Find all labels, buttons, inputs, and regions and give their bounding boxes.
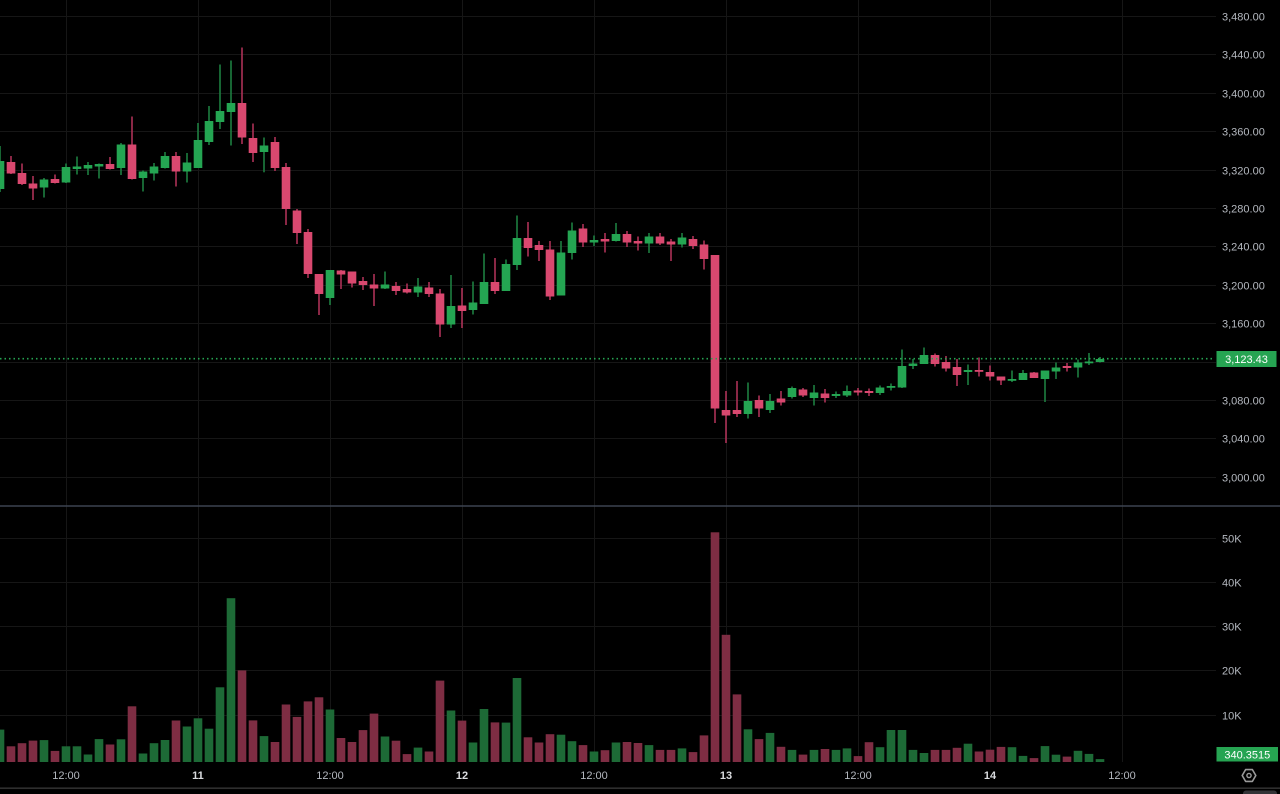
svg-text:12:00: 12:00 <box>52 770 80 782</box>
svg-text:3,400.00: 3,400.00 <box>1222 89 1265 101</box>
svg-text:12:00: 12:00 <box>844 770 872 782</box>
svg-text:3,123.43: 3,123.43 <box>1225 354 1268 366</box>
svg-text:30K: 30K <box>1222 622 1242 634</box>
svg-text:50K: 50K <box>1222 534 1242 546</box>
svg-text:3,000.00: 3,000.00 <box>1222 473 1265 485</box>
svg-text:12:00: 12:00 <box>316 770 344 782</box>
svg-text:12:00: 12:00 <box>1108 770 1136 782</box>
svg-text:3,160.00: 3,160.00 <box>1222 319 1265 331</box>
svg-text:3,040.00: 3,040.00 <box>1222 434 1265 446</box>
svg-text:3,240.00: 3,240.00 <box>1222 242 1265 254</box>
svg-text:12:00: 12:00 <box>580 770 608 782</box>
svg-text:20K: 20K <box>1222 666 1242 678</box>
svg-text:3,440.00: 3,440.00 <box>1222 50 1265 62</box>
svg-text:40K: 40K <box>1222 578 1242 590</box>
svg-text:13: 13 <box>720 770 732 782</box>
svg-text:3,200.00: 3,200.00 <box>1222 281 1265 293</box>
svg-text:3,320.00: 3,320.00 <box>1222 166 1265 178</box>
svg-text:3,080.00: 3,080.00 <box>1222 396 1265 408</box>
svg-text:11: 11 <box>192 770 204 782</box>
svg-text:14: 14 <box>984 770 997 782</box>
svg-text:3,360.00: 3,360.00 <box>1222 127 1265 139</box>
svg-text:12: 12 <box>456 770 468 782</box>
svg-text:3,480.00: 3,480.00 <box>1222 12 1265 24</box>
svg-text:3,280.00: 3,280.00 <box>1222 204 1265 216</box>
svg-text:340.3515: 340.3515 <box>1224 750 1270 762</box>
svg-text:10K: 10K <box>1222 711 1242 723</box>
